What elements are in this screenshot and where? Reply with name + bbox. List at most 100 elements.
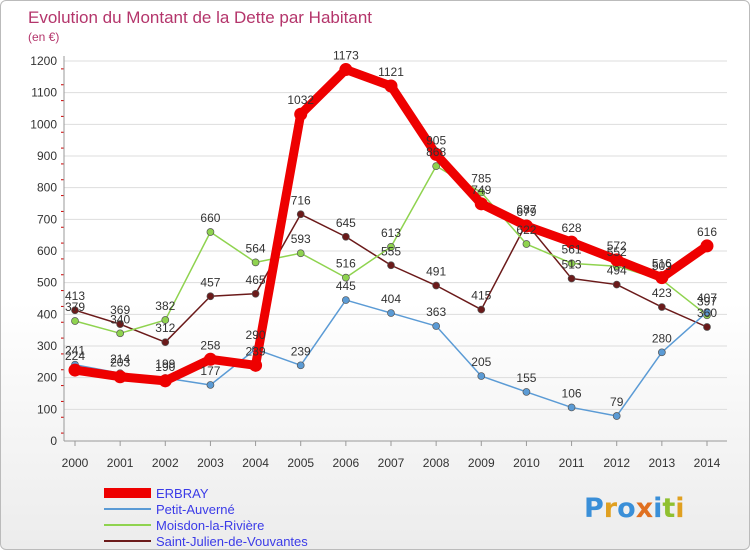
x-tick-label: 2003	[197, 456, 224, 470]
legend-label: Petit-Auverné	[156, 502, 235, 517]
legend: ERBRAYPetit-AuvernéMoisdon-la-RivièreSai…	[104, 486, 308, 549]
data-label-petit-auverne-: 239	[291, 344, 311, 358]
y-tick-label: 900	[37, 149, 57, 163]
data-label-moisdon-la-rivie-re: 516	[336, 257, 356, 271]
data-point-erbray	[203, 352, 217, 366]
data-point-saint-julien-de-vouvantes	[296, 210, 305, 219]
data-point-petit-auverne-	[703, 308, 711, 316]
x-tick-label: 2000	[62, 456, 89, 470]
data-label-moisdon-la-rivie-re: 868	[426, 145, 446, 159]
data-label-erbray: 905	[426, 133, 446, 147]
data-label-moisdon-la-rivie-re: 564	[246, 241, 266, 255]
x-tick-label: 2012	[603, 456, 630, 470]
data-point-saint-julien-de-vouvantes	[567, 274, 576, 283]
data-point-moisdon-la-rivie-re	[206, 228, 215, 236]
y-tick-label: 800	[37, 181, 57, 195]
x-tick-label: 2014	[694, 456, 721, 470]
data-point-erbray	[474, 197, 488, 211]
data-label-petit-auverne-: 241	[65, 344, 85, 358]
data-point-saint-julien-de-vouvantes	[658, 303, 666, 311]
data-label-moisdon-la-rivie-re: 622	[516, 223, 536, 237]
data-label-petit-auverne-: 177	[200, 364, 220, 378]
data-label-saint-julien-de-vouvantes: 457	[200, 275, 220, 289]
data-point-moisdon-la-rivie-re	[251, 258, 260, 267]
data-label-saint-julien-de-vouvantes: 687	[516, 202, 536, 216]
data-label-petit-auverne-: 280	[652, 331, 672, 345]
logo-text: Proxiti	[584, 493, 685, 524]
legend-label: Saint-Julien-de-Vouvantes	[156, 534, 308, 549]
data-point-saint-julien-de-vouvantes	[116, 320, 124, 328]
data-point-saint-julien-de-vouvantes	[342, 232, 350, 241]
y-tick-label: 0	[50, 434, 57, 448]
data-point-petit-auverne-	[206, 381, 215, 389]
y-tick-label: 600	[37, 244, 57, 258]
data-label-petit-auverne-: 290	[246, 328, 266, 342]
data-label-petit-auverne-: 106	[562, 386, 582, 400]
data-label-petit-auverne-: 214	[110, 352, 130, 366]
data-label-moisdon-la-rivie-re: 382	[155, 299, 175, 313]
x-tick-label: 2010	[513, 456, 540, 470]
data-point-erbray	[158, 374, 172, 388]
x-tick-label: 2013	[649, 456, 676, 470]
data-label-erbray: 1032	[287, 93, 314, 107]
data-point-saint-julien-de-vouvantes	[612, 280, 621, 289]
series-layer	[68, 63, 714, 420]
data-label-saint-julien-de-vouvantes: 423	[652, 286, 672, 300]
data-label-petit-auverne-: 404	[381, 292, 401, 306]
data-label-saint-julien-de-vouvantes: 465	[246, 273, 266, 287]
data-point-erbray	[655, 271, 669, 285]
data-label-moisdon-la-rivie-re: 561	[562, 242, 582, 256]
data-point-moisdon-la-rivie-re	[477, 188, 486, 197]
data-label-saint-julien-de-vouvantes: 716	[291, 193, 311, 207]
data-label-moisdon-la-rivie-re: 552	[607, 245, 627, 259]
data-label-petit-auverne-: 407	[697, 291, 717, 305]
data-point-petit-auverne-	[387, 309, 395, 317]
data-point-moisdon-la-rivie-re	[71, 317, 79, 325]
data-point-petit-auverne-	[658, 348, 666, 357]
y-tick-label: 1000	[30, 117, 57, 131]
data-label-erbray: 628	[562, 221, 582, 235]
x-tick-label: 2009	[468, 456, 495, 470]
axis-layer: 0 100 200 300 400 500 600 700 800 900 1000 1100 1200…	[30, 54, 727, 470]
data-point-petit-auverne-	[477, 372, 486, 380]
chart-title: Evolution du Montant de la Dette par Hab…	[28, 8, 372, 27]
data-label-moisdon-la-rivie-re: 509	[652, 259, 672, 273]
data-point-erbray	[294, 107, 308, 121]
data-label-saint-julien-de-vouvantes: 360	[697, 306, 717, 320]
data-point-saint-julien-de-vouvantes	[477, 305, 486, 314]
data-label-saint-julien-de-vouvantes: 369	[110, 303, 130, 317]
data-point-petit-auverne-	[296, 361, 305, 370]
data-label-petit-auverne-: 79	[610, 395, 624, 409]
data-label-erbray: 679	[516, 205, 536, 219]
x-tick-label: 2006	[333, 456, 360, 470]
data-label-saint-julien-de-vouvantes: 645	[336, 216, 356, 230]
data-label-moisdon-la-rivie-re: 397	[697, 294, 717, 308]
data-label-saint-julien-de-vouvantes: 415	[471, 289, 491, 303]
data-point-petit-auverne-	[432, 322, 440, 330]
x-tick-label: 2011	[559, 456, 585, 470]
data-label-moisdon-la-rivie-re: 593	[291, 232, 311, 246]
y-tick-label: 1100	[31, 86, 57, 100]
chart-subtitle: (en €)	[28, 30, 59, 44]
data-point-saint-julien-de-vouvantes	[703, 323, 711, 331]
data-point-petit-auverne-	[342, 296, 350, 304]
data-point-moisdon-la-rivie-re	[522, 240, 531, 248]
data-label-moisdon-la-rivie-re: 613	[381, 226, 401, 240]
data-point-erbray	[565, 235, 579, 249]
data-point-saint-julien-de-vouvantes	[206, 292, 215, 301]
data-point-saint-julien-de-vouvantes	[387, 261, 395, 270]
data-label-petit-auverne-: 205	[471, 355, 491, 369]
y-tick-label: 100	[37, 402, 57, 416]
data-point-erbray	[429, 147, 443, 161]
data-label-erbray: 1173	[333, 49, 359, 63]
y-tick-label: 300	[37, 339, 57, 353]
data-label-erbray: 203	[110, 356, 130, 370]
data-point-erbray	[68, 363, 82, 377]
data-label-erbray: 239	[246, 344, 266, 358]
y-tick-label: 1200	[30, 54, 57, 68]
legend-label: Moisdon-la-Rivière	[156, 518, 264, 533]
x-tick-label: 2002	[152, 456, 179, 470]
x-tick-label: 2008	[423, 456, 450, 470]
data-label-erbray: 749	[471, 183, 491, 197]
